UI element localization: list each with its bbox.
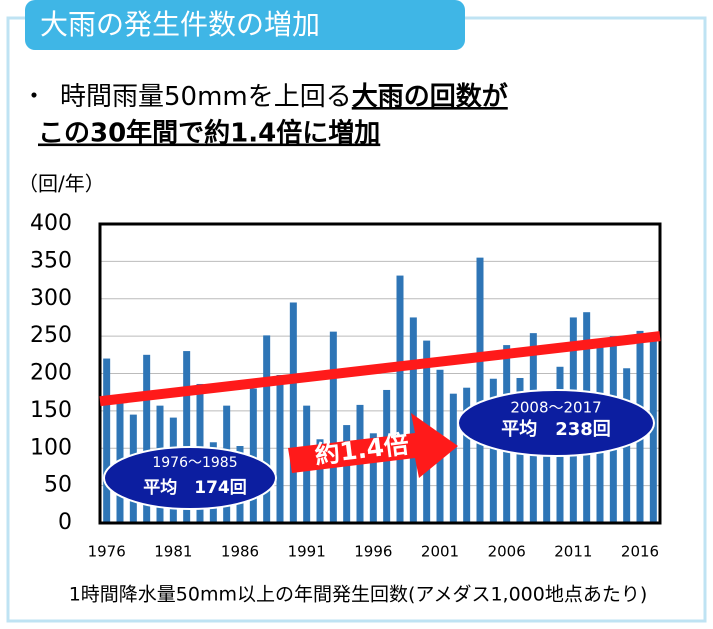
bar xyxy=(396,275,404,523)
x-tick-label: 2001 xyxy=(421,543,459,561)
header-title: 大雨の発生件数の増加 xyxy=(40,8,320,41)
avg-value: 平均 174回 xyxy=(143,477,247,498)
header-tab xyxy=(25,0,465,50)
x-tick-label: 1996 xyxy=(354,543,392,561)
y-tick-label: 250 xyxy=(30,323,72,348)
plot-border xyxy=(98,222,662,525)
bar xyxy=(103,358,111,523)
x-tick-label: 2011 xyxy=(554,543,592,561)
lead-text: 時間雨量50mmを上回る xyxy=(60,82,352,112)
y-tick-label: 50 xyxy=(44,473,72,498)
y-tick-label: 150 xyxy=(30,398,72,423)
lead: 時間雨量50mmを上回る大雨の回数が xyxy=(60,81,508,112)
avg-period: 1976～1985 xyxy=(152,455,237,471)
y-tick-label: 350 xyxy=(30,248,72,273)
caption: 1時間降水量50mm以上の年間発生回数(アメダス1,000地点あたり) xyxy=(69,584,648,606)
y-axis-label: （回/年） xyxy=(18,172,105,196)
emphasis: この30年間で約1.4倍に増加 xyxy=(38,118,380,149)
bar xyxy=(343,425,351,523)
bar xyxy=(276,374,284,523)
bar xyxy=(289,302,297,523)
y-tick-label: 100 xyxy=(30,435,72,460)
avg-value: 平均 238回 xyxy=(501,418,611,440)
bar xyxy=(476,257,484,523)
x-tick-label: 1981 xyxy=(154,543,192,561)
bar xyxy=(143,354,151,523)
y-tick-label: 200 xyxy=(30,361,72,386)
x-tick-label: 1991 xyxy=(288,543,326,561)
bar xyxy=(449,393,457,523)
bar xyxy=(263,335,271,523)
bar xyxy=(543,399,551,523)
x-tick-label: 1986 xyxy=(221,543,259,561)
ratio-arrow xyxy=(288,413,458,478)
y-tick-label: 400 xyxy=(30,211,72,236)
bar xyxy=(183,351,191,523)
bar xyxy=(316,439,324,523)
x-tick-label: 2006 xyxy=(488,543,526,561)
bar xyxy=(329,331,337,523)
bar xyxy=(369,433,377,523)
bar xyxy=(249,388,257,523)
bar xyxy=(489,378,497,523)
bullet: ・ xyxy=(22,82,46,110)
bar xyxy=(463,387,471,523)
trend-line xyxy=(99,331,661,407)
x-tick-label: 2016 xyxy=(621,543,659,561)
avg-ellipse xyxy=(457,389,655,457)
y-tick-label: 300 xyxy=(30,286,72,311)
avg-ellipse xyxy=(103,446,277,510)
avg-period: 2008～2017 xyxy=(510,399,601,417)
emphasis: 大雨の回数が xyxy=(352,81,508,112)
y-tick-label: 0 xyxy=(58,510,72,535)
x-tick-label: 1976 xyxy=(88,543,126,561)
